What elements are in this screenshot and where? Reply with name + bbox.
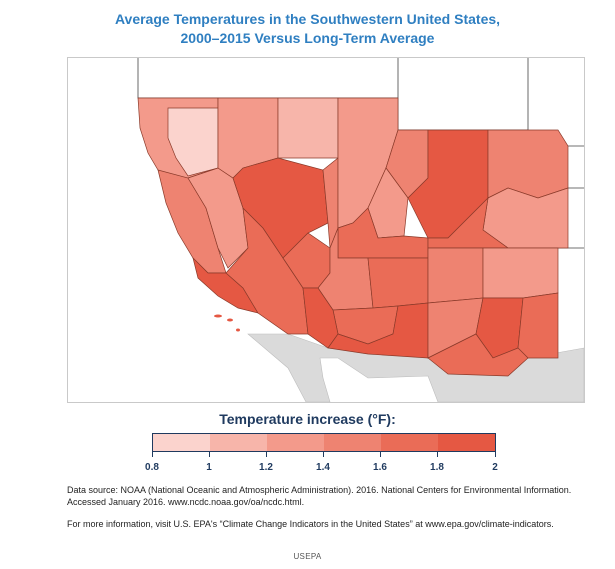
legend-label: 1.2	[259, 462, 273, 473]
legend-swatch-2	[210, 434, 267, 451]
map-title-line-1: Average Temperatures in the Southwestern…	[114, 11, 501, 27]
legend-swatch-6	[438, 434, 495, 451]
arizona-northeast	[367, 257, 429, 309]
legend-label: 1.8	[430, 462, 444, 473]
legend-swatch-1	[153, 434, 210, 451]
colorado-northeast	[487, 129, 569, 199]
legend-tick	[152, 451, 153, 457]
data-source-note: Data source: NOAA (National Oceanic and …	[67, 485, 572, 507]
legend-color-scale	[152, 433, 496, 452]
new-mexico-northwest	[427, 247, 484, 304]
legend-swatch-3	[267, 434, 324, 451]
new-mexico-east	[517, 292, 559, 359]
map-title-line-2: 2000–2015 Versus Long-Term Average	[180, 30, 435, 46]
legend-tick	[323, 451, 324, 457]
legend-tick	[495, 451, 496, 457]
legend-label: 1.4	[316, 462, 330, 473]
legend-label: 0.8	[145, 462, 159, 473]
map-title: Average Temperatures in the Southwestern…	[0, 10, 615, 48]
nevada-northeast	[277, 97, 339, 159]
more-info-note: For more information, visit U.S. EPA's “…	[67, 519, 554, 529]
legend-label: 1	[206, 462, 212, 473]
legend-labels: 0.8 1 1.2 1.4 1.6 1.8 2	[145, 462, 498, 476]
legend-ticks	[152, 451, 496, 461]
legend-label: 2	[492, 462, 498, 473]
nevada-central	[232, 157, 329, 259]
legend-swatch-5	[381, 434, 438, 451]
footnotes: Data source: NOAA (National Oceanic and …	[67, 484, 587, 540]
legend-label: 1.6	[373, 462, 387, 473]
legend-title: Temperature increase (°F):	[219, 411, 396, 427]
legend-tick	[437, 451, 438, 457]
legend-tick	[266, 451, 267, 457]
channel-island	[214, 314, 222, 318]
channel-island	[227, 318, 233, 322]
legend-swatch-4	[324, 434, 381, 451]
legend-tick	[209, 451, 210, 457]
map-frame	[67, 57, 585, 403]
credit-text: USEPA	[293, 552, 322, 561]
new-mexico-northeast	[482, 247, 559, 299]
new-mexico-south	[427, 333, 529, 377]
legend-tick	[380, 451, 381, 457]
southwest-temperature-map	[137, 58, 584, 402]
channel-island	[236, 328, 240, 332]
